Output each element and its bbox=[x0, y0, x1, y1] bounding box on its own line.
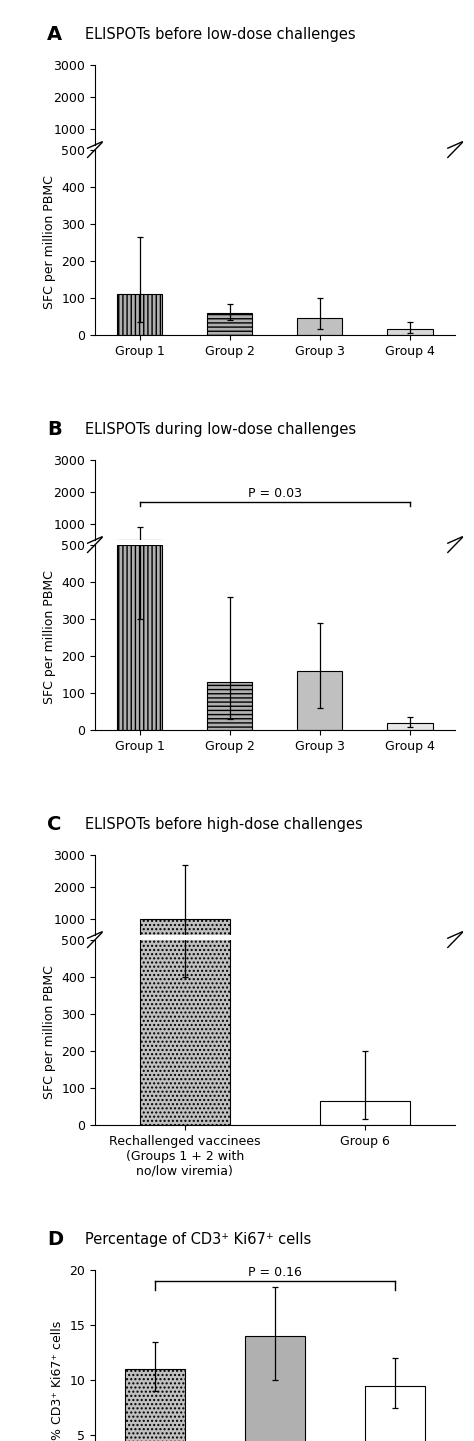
Text: P = 0.03: P = 0.03 bbox=[248, 487, 302, 500]
Bar bbox=[365, 1385, 425, 1441]
Bar bbox=[387, 723, 432, 731]
Text: P = 0.16: P = 0.16 bbox=[248, 1267, 302, 1280]
Bar bbox=[118, 540, 162, 556]
Bar bbox=[140, 755, 230, 1125]
Text: ELISPOTs before low-dose challenges: ELISPOTs before low-dose challenges bbox=[85, 27, 356, 42]
Text: A: A bbox=[47, 26, 63, 45]
Text: ELISPOTs during low-dose challenges: ELISPOTs during low-dose challenges bbox=[85, 422, 356, 437]
Bar bbox=[207, 552, 252, 556]
Text: B: B bbox=[47, 421, 62, 440]
Bar bbox=[245, 1336, 305, 1441]
Bar bbox=[207, 159, 252, 161]
Bar bbox=[118, 294, 162, 334]
Text: Percentage of CD3⁺ Ki67⁺ cells: Percentage of CD3⁺ Ki67⁺ cells bbox=[85, 1232, 311, 1248]
Bar bbox=[320, 950, 410, 951]
Bar bbox=[140, 919, 230, 951]
Y-axis label: SFC per million PBMC: SFC per million PBMC bbox=[43, 571, 55, 705]
Bar bbox=[298, 672, 342, 731]
Y-axis label: % CD3⁺ Ki67⁺ cells: % CD3⁺ Ki67⁺ cells bbox=[51, 1320, 64, 1440]
Bar bbox=[320, 1101, 410, 1125]
Text: C: C bbox=[47, 816, 62, 834]
Bar bbox=[387, 330, 432, 334]
Bar bbox=[118, 545, 162, 731]
Text: D: D bbox=[47, 1231, 64, 1249]
Bar bbox=[118, 157, 162, 161]
Bar bbox=[298, 550, 342, 556]
Y-axis label: SFC per million PBMC: SFC per million PBMC bbox=[43, 965, 55, 1099]
Bar bbox=[298, 318, 342, 334]
Bar bbox=[207, 682, 252, 731]
Text: ELISPOTs before high-dose challenges: ELISPOTs before high-dose challenges bbox=[85, 817, 363, 833]
Y-axis label: SFC per million PBMC: SFC per million PBMC bbox=[43, 176, 55, 310]
Bar bbox=[125, 1369, 185, 1441]
Bar bbox=[207, 313, 252, 334]
